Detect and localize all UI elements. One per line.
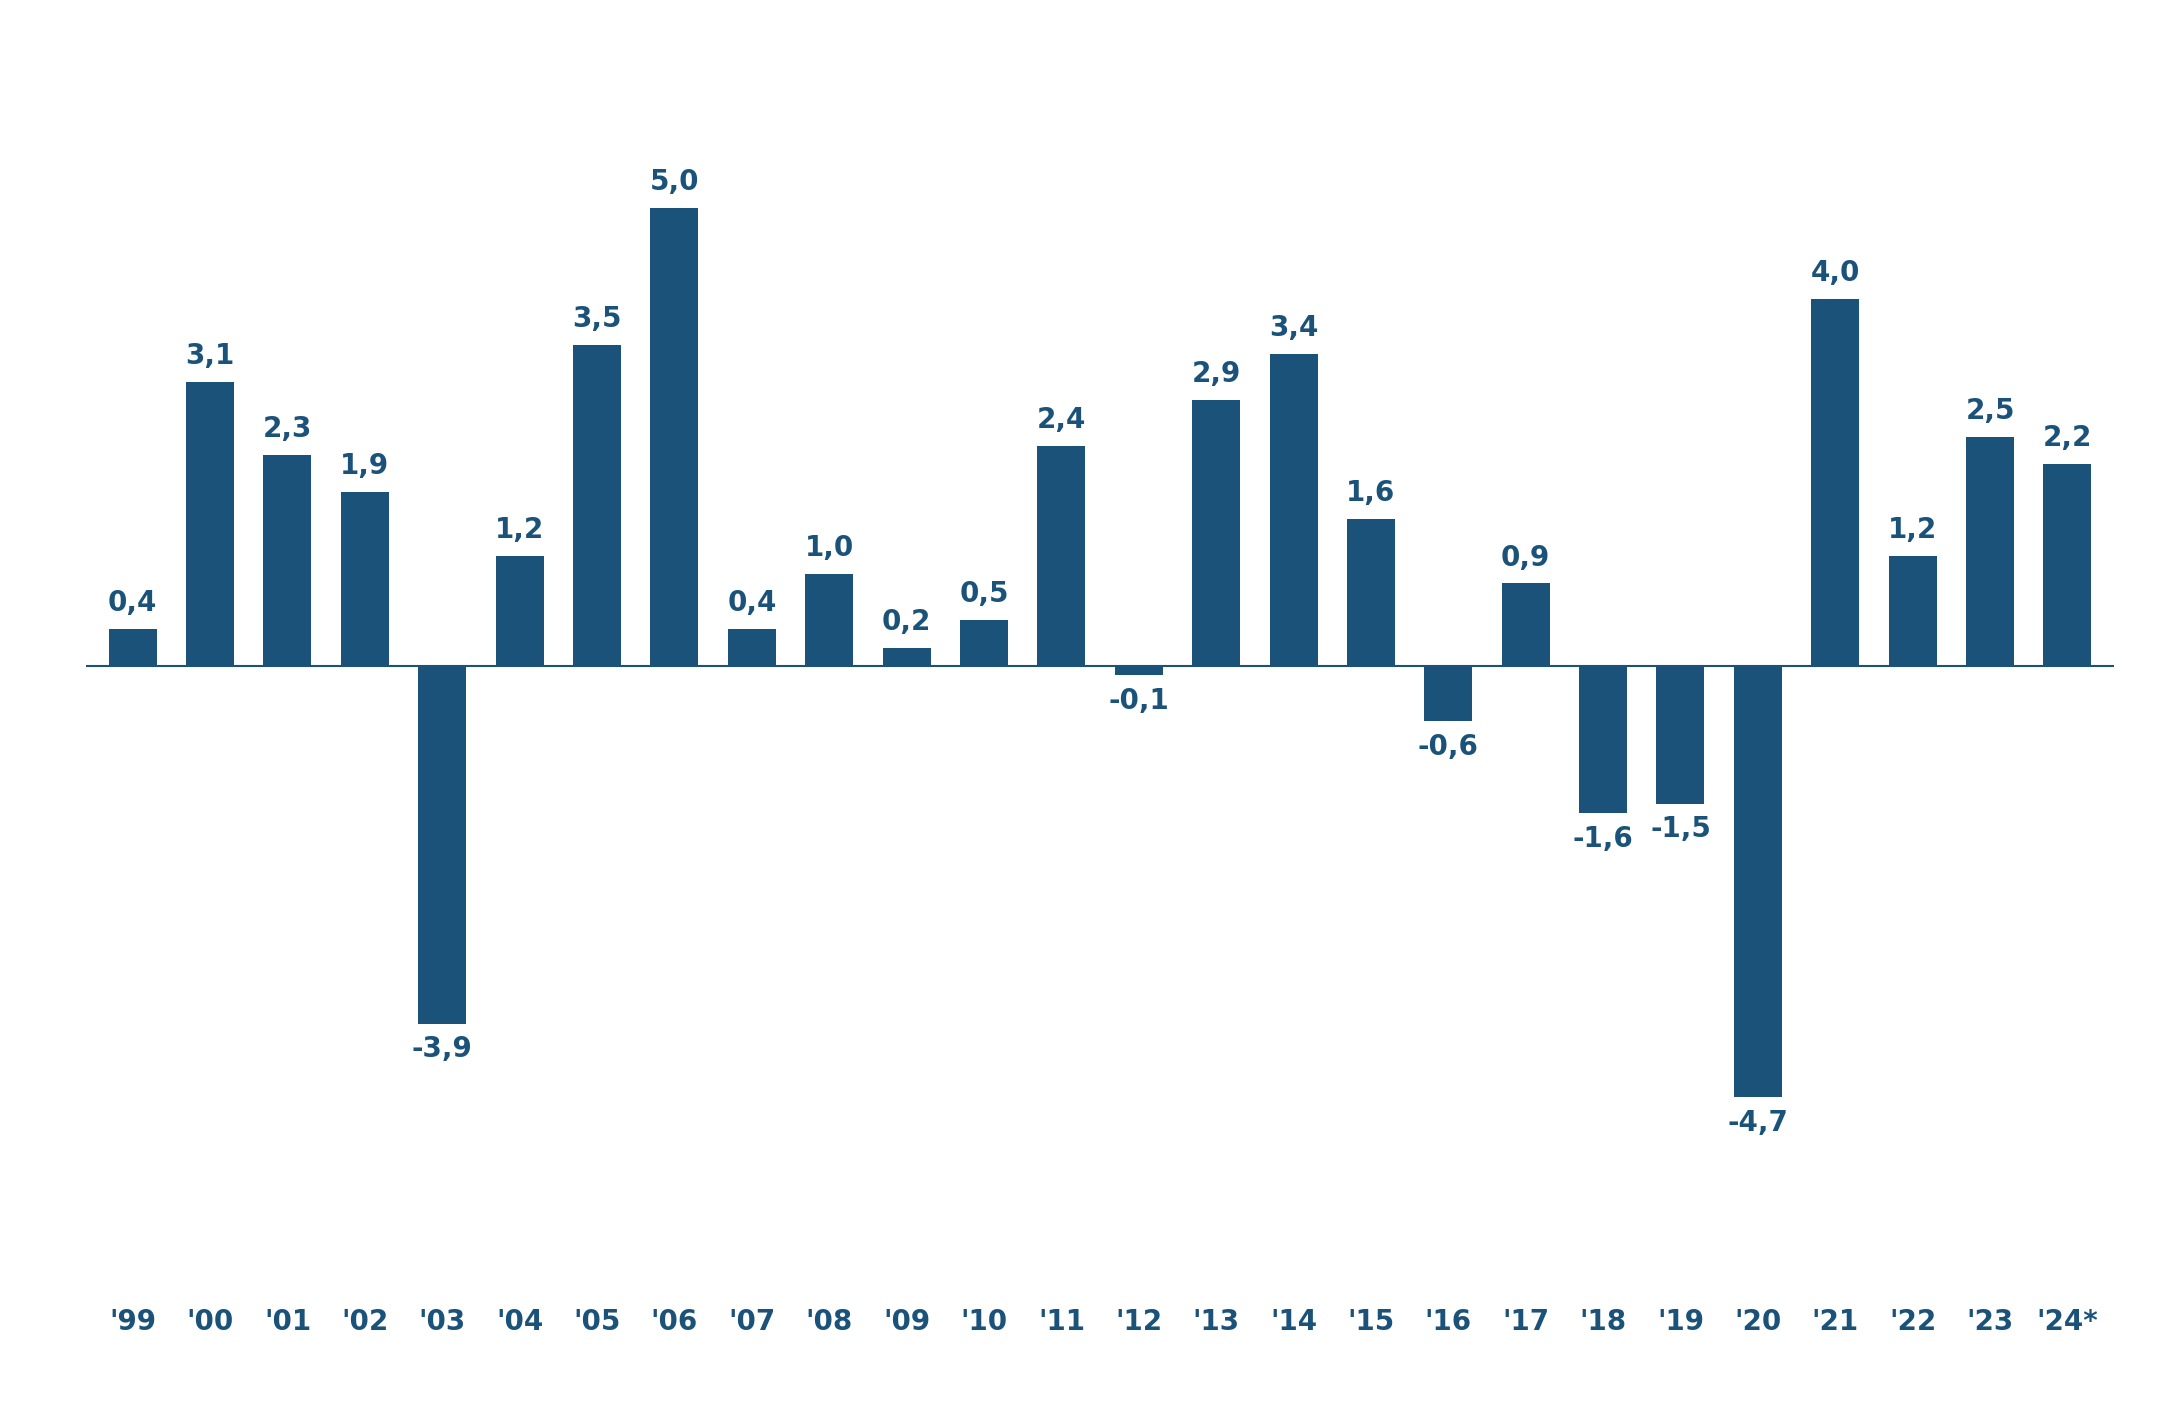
Text: -1,5: -1,5 [1650, 815, 1711, 843]
Text: 5,0: 5,0 [649, 167, 699, 196]
Bar [1038, 446, 1085, 666]
Text: 0,9: 0,9 [1501, 544, 1551, 571]
Bar [882, 648, 930, 666]
Bar [2043, 465, 2092, 666]
Text: 0,2: 0,2 [882, 608, 932, 636]
Bar [496, 555, 544, 666]
Text: -4,7: -4,7 [1728, 1110, 1788, 1136]
Text: 2,4: 2,4 [1038, 407, 1087, 434]
Bar [1890, 555, 1937, 666]
Bar [1270, 354, 1318, 666]
Bar [186, 381, 235, 666]
Text: 1,0: 1,0 [805, 534, 854, 563]
Text: 0,4: 0,4 [727, 589, 777, 618]
Bar [1812, 299, 1859, 666]
Text: 1,6: 1,6 [1346, 479, 1396, 507]
Bar [1346, 519, 1396, 666]
Text: 1,2: 1,2 [1887, 516, 1937, 544]
Bar [651, 207, 699, 666]
Text: 2,3: 2,3 [263, 415, 313, 444]
Bar [574, 346, 621, 666]
Text: -1,6: -1,6 [1572, 825, 1633, 853]
Text: -0,1: -0,1 [1109, 687, 1169, 716]
Text: 1,2: 1,2 [494, 516, 544, 544]
Bar [1965, 436, 2015, 666]
Text: -0,6: -0,6 [1417, 733, 1480, 761]
Text: 1,9: 1,9 [341, 452, 390, 480]
Text: 2,2: 2,2 [2043, 424, 2092, 452]
Bar [418, 666, 466, 1023]
Bar [1501, 584, 1549, 666]
Text: 4,0: 4,0 [1810, 259, 1859, 288]
Bar [341, 492, 388, 666]
Bar [805, 574, 854, 666]
Text: 2,9: 2,9 [1191, 360, 1240, 388]
Text: 2,5: 2,5 [1965, 397, 2015, 425]
Bar [108, 629, 157, 666]
Bar [1424, 666, 1473, 721]
Bar [960, 621, 1007, 666]
Bar [1579, 666, 1626, 813]
Text: 3,5: 3,5 [572, 305, 621, 333]
Bar [727, 629, 777, 666]
Text: 0,5: 0,5 [960, 580, 1009, 608]
Bar [1115, 666, 1163, 674]
Text: -3,9: -3,9 [412, 1036, 472, 1064]
Bar [263, 455, 311, 666]
Bar [1657, 666, 1704, 803]
Bar [1734, 666, 1782, 1097]
Bar [1193, 400, 1240, 666]
Text: 3,4: 3,4 [1268, 315, 1318, 343]
Text: 3,1: 3,1 [186, 341, 235, 370]
Text: 0,4: 0,4 [108, 589, 157, 618]
